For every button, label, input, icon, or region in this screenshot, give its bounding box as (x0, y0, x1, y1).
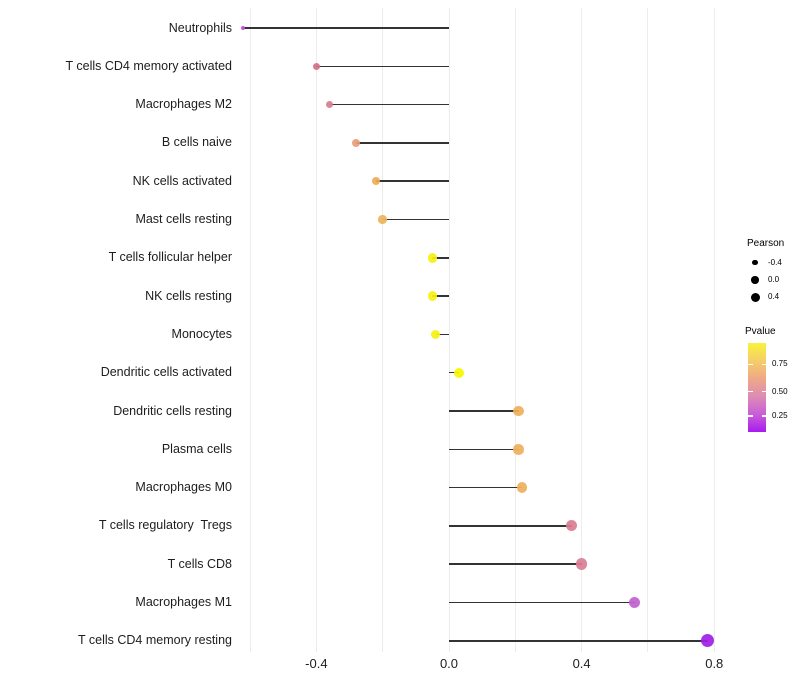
category-label: Mast cells resting (135, 212, 232, 226)
lollipop-dot (378, 215, 387, 224)
lollipop-dot (430, 329, 441, 340)
pearson-legend-label: -0.4 (768, 257, 782, 267)
category-label: Neutrophils (168, 20, 232, 35)
colorbar-tick (761, 390, 766, 393)
pvalue-legend-title: Pvalue (745, 326, 776, 337)
lollipop-stick (243, 27, 449, 29)
category-label: Dendritic cells resting (113, 403, 232, 418)
lollipop-dot (371, 176, 381, 186)
colorbar-tick (761, 415, 766, 417)
lollipop-dot (427, 253, 438, 263)
gridline (382, 8, 384, 652)
lollipop-dot (516, 482, 528, 493)
lollipop-stick (329, 103, 449, 106)
lollipop-stick (316, 65, 449, 68)
lollipop-stick (432, 257, 449, 259)
x-tick-label: 0.8 (705, 656, 724, 671)
colorbar-tick (748, 415, 753, 417)
lollipop-stick (449, 601, 635, 604)
lollipop-dot (575, 558, 588, 570)
pearson-legend-label: 0.0 (768, 274, 780, 284)
colorbar-tick (748, 363, 753, 366)
lollipop-stick (432, 295, 449, 297)
lollipop-dot (325, 100, 334, 109)
colorbar-label: 0.75 (772, 359, 788, 369)
lollipop-dot (453, 367, 464, 378)
gridline (315, 8, 317, 652)
colorbar-tick (761, 363, 766, 366)
lollipop-stick (356, 142, 449, 144)
category-label: Macrophages M2 (135, 97, 232, 112)
category-label: B cells naive (161, 135, 232, 150)
pvalue-colorbar (748, 343, 766, 432)
pearson-legend-title: Pearson (747, 238, 785, 249)
lollipop-stick (449, 563, 582, 565)
lollipop-dot (352, 138, 361, 147)
category-label: T cells regulatory Tregs (98, 518, 232, 533)
category-label: Macrophages M0 (135, 480, 232, 495)
lollipop-dot (427, 291, 438, 301)
category-label: NK cells activated (132, 173, 232, 188)
colorbar-tick (748, 390, 753, 393)
lollipop-stick (376, 180, 449, 182)
lollipop-dot (513, 405, 524, 417)
category-label: T cells CD8 (167, 556, 232, 571)
gridline (581, 8, 583, 652)
lollipop-stick (449, 486, 522, 489)
category-label: Macrophages M1 (135, 595, 232, 609)
lollipop-stick (435, 333, 449, 336)
pearson-legend-dot (751, 276, 759, 284)
x-tick-label: -0.4 (305, 656, 328, 671)
lollipop-dot (312, 62, 320, 70)
lollipop-dot (513, 444, 524, 455)
x-tick-label: 0.0 (439, 656, 459, 671)
pearson-legend-label: 0.4 (768, 292, 780, 302)
lollipop-dot (701, 634, 715, 648)
lollipop-stick (449, 448, 519, 451)
lollipop-stick (449, 640, 708, 642)
lollipop-stick (382, 218, 449, 221)
category-label: T cells follicular helper (108, 250, 232, 265)
gridline (249, 8, 251, 652)
lollipop-stick (449, 410, 519, 412)
colorbar-label: 0.50 (772, 386, 788, 396)
category-label: T cells CD4 memory resting (78, 633, 232, 648)
lollipop-dot (628, 596, 641, 609)
category-label: NK cells resting (145, 288, 232, 303)
pearson-legend-dot (750, 292, 760, 302)
gridline (647, 8, 649, 652)
pearson-legend-dot (752, 259, 758, 266)
category-label: T cells CD4 memory activated (65, 58, 233, 73)
colorbar-label: 0.25 (772, 410, 788, 420)
x-tick-label: 0.4 (572, 656, 591, 671)
lollipop-dot (241, 26, 246, 30)
gridline (514, 8, 516, 652)
lollipop-stick (449, 525, 572, 527)
category-label: Monocytes (171, 326, 232, 341)
lollipop-dot (566, 520, 578, 532)
gridline (448, 8, 450, 652)
category-label: Plasma cells (161, 441, 232, 456)
gridline (713, 8, 715, 652)
category-label: Dendritic cells activated (100, 365, 232, 380)
